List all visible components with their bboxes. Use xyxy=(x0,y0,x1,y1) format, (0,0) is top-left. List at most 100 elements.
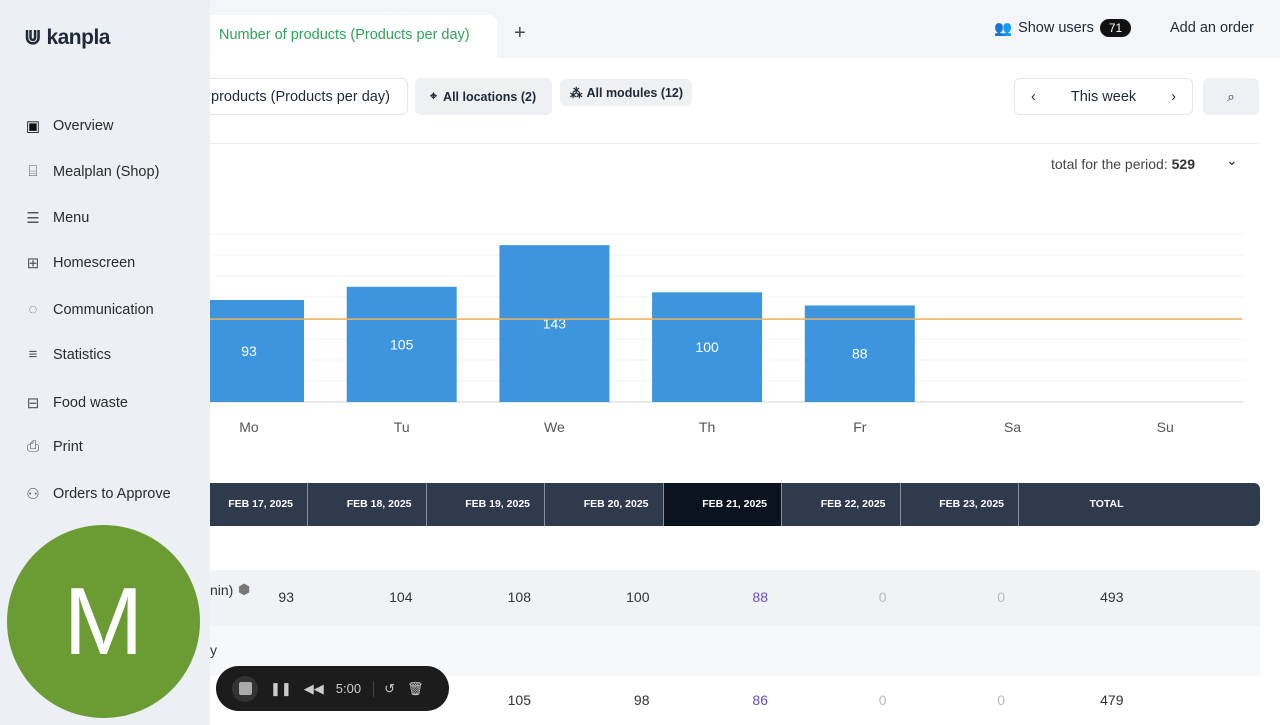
table-cell: 0 xyxy=(997,589,1005,605)
sidebar-item-mealplan-shop[interactable]: ⌸ Mealplan (Shop) xyxy=(24,163,159,181)
pause-icon[interactable]: ❚❚ xyxy=(270,680,292,696)
bar-we[interactable] xyxy=(499,245,610,402)
show-users-button[interactable]: 👥 Show users 71 xyxy=(994,19,1132,37)
table-cell: 105 xyxy=(507,692,531,708)
table-cell: 104 xyxy=(389,589,413,605)
tab-products-per-day[interactable]: Number of products (Products per day) xyxy=(205,15,497,58)
sidebar-item-orders-to-approve[interactable]: ⚇ Orders to Approve xyxy=(24,485,171,503)
box-icon: ⬢ xyxy=(238,581,251,597)
chevron-down-icon[interactable]: ⌄ xyxy=(1226,152,1238,168)
table-cell: 93 xyxy=(278,589,294,605)
table-cell: 100 xyxy=(626,589,650,605)
show-users-label: Show users xyxy=(1018,20,1094,36)
restart-icon[interactable]: ↺ xyxy=(373,680,395,697)
sidebar-item-homescreen[interactable]: ⊞ Homescreen xyxy=(24,254,136,272)
x-tick-label: Th xyxy=(699,419,715,435)
bar-value-label: 93 xyxy=(241,343,257,359)
sidebar-item-overview[interactable]: ▣ Overview xyxy=(24,117,114,135)
sidebar-item-label: Orders to Approve xyxy=(53,486,171,502)
sidebar-item-label: Communication xyxy=(53,302,154,318)
bar-value-label: 105 xyxy=(390,336,414,352)
sidebar-item-statistics[interactable]: ≡ Statistics xyxy=(24,346,111,364)
bar-value-label: 88 xyxy=(852,346,868,362)
bar-th[interactable] xyxy=(652,292,763,402)
modules-filter[interactable]: ⁂ All modules (12) xyxy=(560,79,692,106)
sidebar-item-label: Mealplan (Shop) xyxy=(53,164,160,180)
rewind-icon[interactable]: ◀◀ xyxy=(303,680,324,696)
column-header[interactable]: FEB 21, 2025 xyxy=(664,483,782,526)
report-select[interactable]: products (Products per day) xyxy=(180,78,408,115)
column-header[interactable]: FEB 18, 2025 xyxy=(309,483,427,526)
calendar-check-icon: ▣ xyxy=(25,118,41,135)
list-icon: ☰ xyxy=(26,210,40,227)
users-count-badge: 71 xyxy=(1099,19,1132,37)
column-header[interactable]: FEB 19, 2025 xyxy=(427,483,545,526)
report-label: products (Products per day) xyxy=(211,88,390,105)
table-cell: 0 xyxy=(878,589,887,605)
chevron-left-icon[interactable]: ‹ xyxy=(1031,88,1036,105)
avatar[interactable]: M xyxy=(7,525,200,718)
recording-controls: ❚❚ ◀◀ 5:00 ↺ 🗑 xyxy=(216,666,449,711)
row-label: nin) xyxy=(210,582,234,598)
chevron-right-icon[interactable]: › xyxy=(1171,88,1176,105)
sidebar-item-food-waste[interactable]: ⊟ Food waste xyxy=(24,394,128,412)
x-tick-label: Tu xyxy=(394,419,410,435)
printer-icon: ⎙ xyxy=(26,438,39,455)
table-cell: 479 xyxy=(1100,692,1124,708)
sidebar-item-print[interactable]: ⎙ Print xyxy=(24,438,83,456)
brand-logo[interactable]: ⋓ kanpla xyxy=(24,25,110,50)
delete-icon[interactable]: 🗑 xyxy=(407,680,424,696)
divider xyxy=(210,143,1260,144)
row-label: y xyxy=(210,642,217,658)
users-icon: 👥 xyxy=(994,20,1013,37)
table-cell: 86 xyxy=(752,692,768,708)
stop-button[interactable] xyxy=(232,675,258,702)
locations-label: All locations (2) xyxy=(443,89,537,104)
period-total: total for the period: 529 xyxy=(1051,156,1195,172)
column-header[interactable]: FEB 22, 2025 xyxy=(783,483,901,526)
search-icon: ⌕ xyxy=(1227,88,1235,104)
table-cell: 108 xyxy=(507,589,531,605)
add-order-button[interactable]: Add an order xyxy=(1170,20,1254,36)
x-tick-label: We xyxy=(544,419,565,435)
column-header[interactable]: FEB 20, 2025 xyxy=(546,483,664,526)
sidebar-item-label: Print xyxy=(53,439,83,455)
locations-filter[interactable]: ⌖ All locations (2) xyxy=(415,78,552,115)
shop-icon: ⌸ xyxy=(28,163,38,180)
period-picker[interactable]: ‹ This week › xyxy=(1014,78,1193,115)
total-value: 529 xyxy=(1171,156,1195,172)
bar-chart: 93 Mo 105 Tu 143 We 100 Th 88 Fr Sa Su xyxy=(194,233,1245,435)
sidebar-item-communication[interactable]: ◌ Communication xyxy=(24,301,154,319)
x-tick-label: Su xyxy=(1157,419,1174,435)
bin-icon: ⊟ xyxy=(26,395,40,412)
x-tick-label: Mo xyxy=(239,419,259,435)
chat-icon: ◌ xyxy=(28,301,38,318)
total-label: total for the period: xyxy=(1051,156,1168,172)
user-check-icon: ⚇ xyxy=(26,486,40,503)
column-header[interactable]: FEB 17, 2025 xyxy=(190,483,308,526)
x-tick-label: Sa xyxy=(1004,419,1021,435)
table-header: FEB 17, 2025 FEB 18, 2025 FEB 19, 2025 FEB … xyxy=(150,483,1260,526)
sidebar-item-label: Food waste xyxy=(53,395,128,411)
recording-time: 5:00 xyxy=(335,681,362,696)
sidebar-item-menu[interactable]: ☰ Menu xyxy=(24,209,89,227)
column-header[interactable]: TOTAL xyxy=(1089,498,1124,510)
bar-tu[interactable] xyxy=(346,286,457,402)
add-tab-button[interactable]: + xyxy=(514,22,526,44)
grid-icon: ⊞ xyxy=(26,255,40,272)
modules-icon: ⁂ xyxy=(570,86,583,100)
column-header[interactable]: FEB 23, 2025 xyxy=(901,483,1019,526)
table-row: nin) ⬢ 93 104 108 100 88 0 0 493 xyxy=(150,570,1260,626)
top-bar: Number of products (Products per day) + … xyxy=(0,0,1280,58)
modules-label: All modules (12) xyxy=(586,85,684,100)
table-cell: 98 xyxy=(633,692,650,708)
location-pin-icon: ⌖ xyxy=(430,89,438,103)
search-button[interactable]: ⌕ xyxy=(1203,78,1259,115)
period-label: This week xyxy=(1070,88,1137,105)
bar-mo[interactable] xyxy=(194,299,304,402)
sidebar-item-label: Overview xyxy=(53,118,114,134)
table-cell: 493 xyxy=(1100,589,1124,605)
bar-fr[interactable] xyxy=(804,305,915,402)
sidebar-item-label: Statistics xyxy=(53,347,112,363)
kanpla-logo-icon: ⋓ xyxy=(24,26,42,49)
